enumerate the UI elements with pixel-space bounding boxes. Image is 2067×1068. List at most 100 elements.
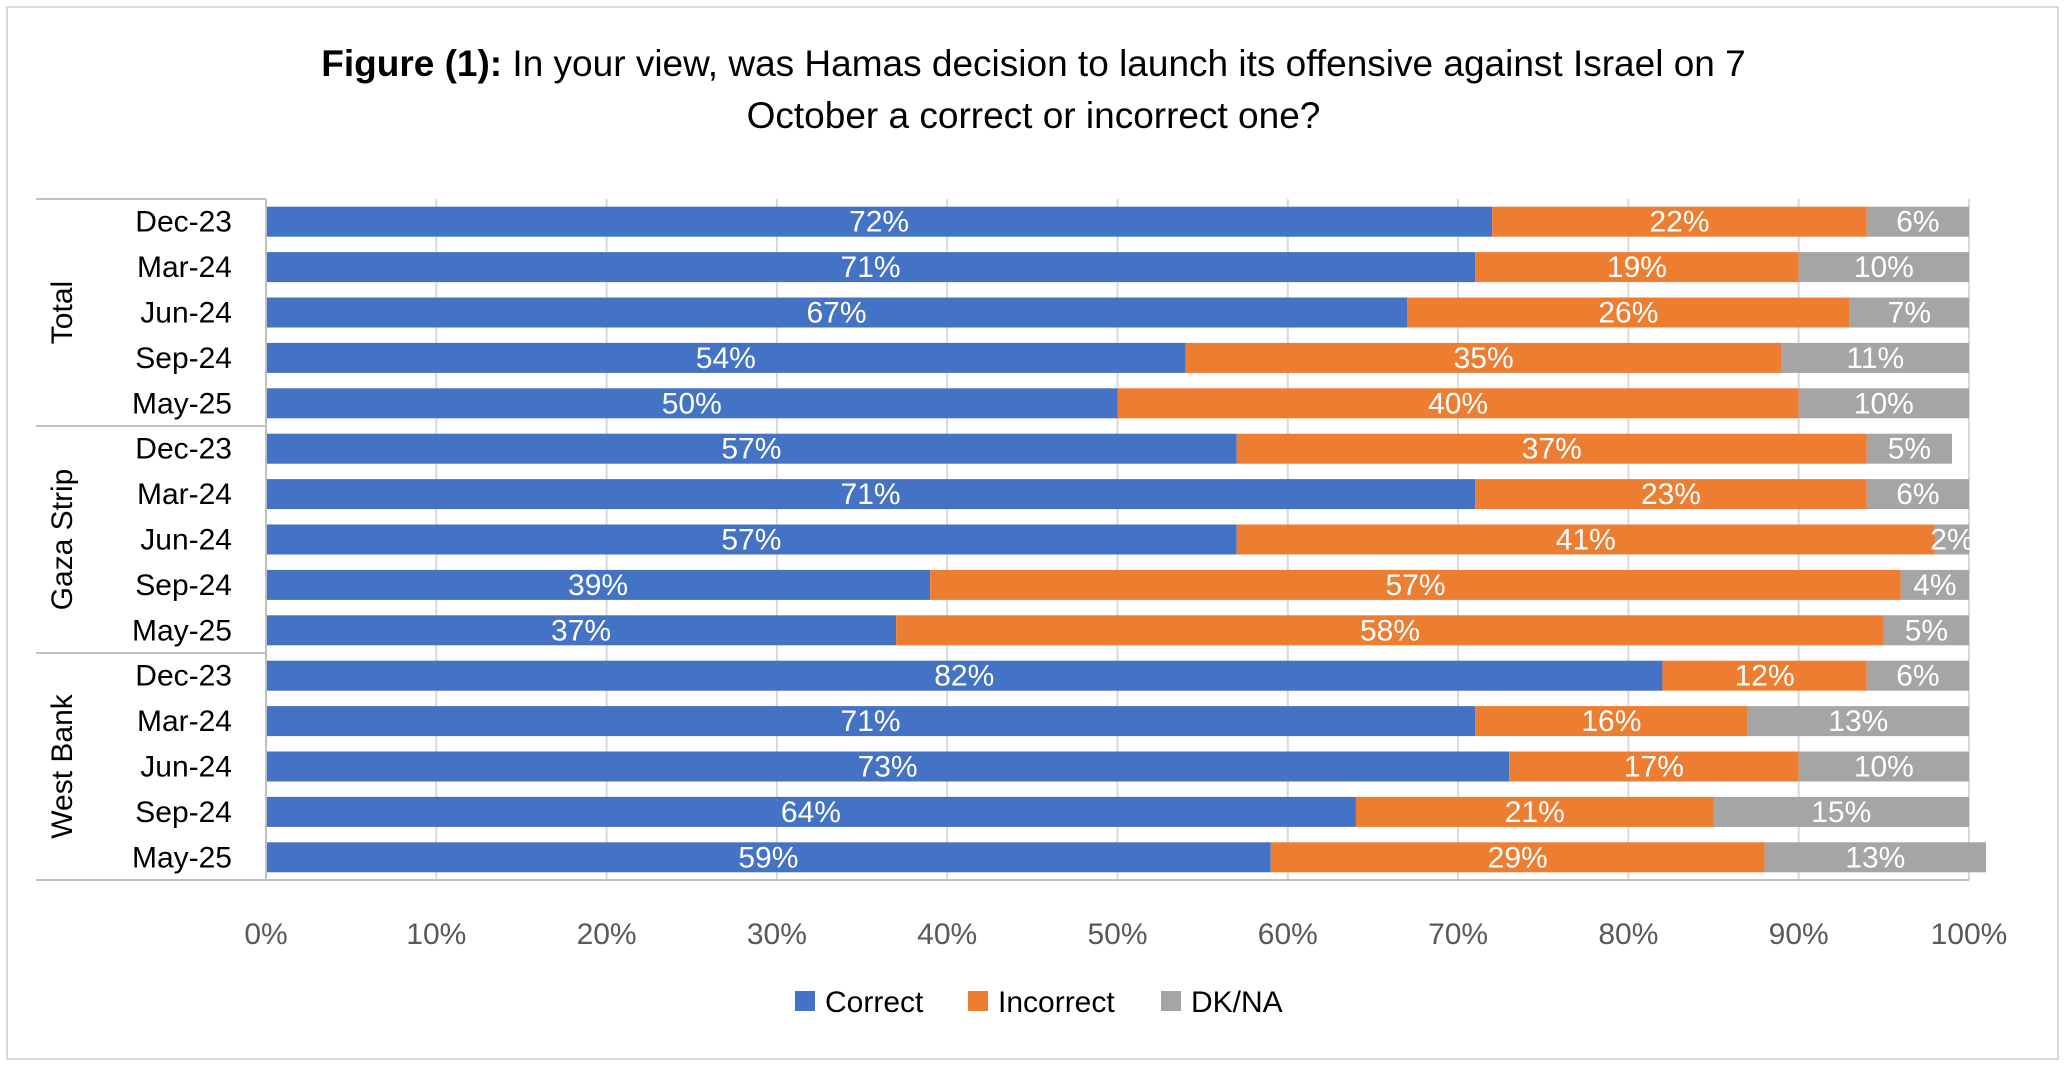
bar-segment-dkna xyxy=(1764,842,1987,873)
bar-segment-correct xyxy=(266,388,1118,419)
x-tick-label-2: 20% xyxy=(577,918,637,951)
data-label: 71% xyxy=(841,251,901,284)
bar-segment-incorrect xyxy=(1407,297,1850,328)
data-label: 71% xyxy=(841,705,901,738)
bar-segment-correct xyxy=(266,252,1476,283)
group-label: Total xyxy=(46,281,79,344)
x-tick-label-7: 70% xyxy=(1428,918,1488,951)
bar-segment-incorrect xyxy=(1355,796,1714,827)
data-label: 10% xyxy=(1854,751,1914,784)
bar-segment-incorrect xyxy=(1475,479,1867,510)
data-label: 71% xyxy=(841,478,901,511)
data-label: 67% xyxy=(806,297,866,330)
category-label: May-25 xyxy=(132,614,232,647)
category-label: Mar-24 xyxy=(137,478,232,511)
bar-segment-dkna xyxy=(1781,342,1969,373)
data-label: 54% xyxy=(696,342,756,375)
data-label: 57% xyxy=(721,524,781,557)
data-label: 22% xyxy=(1649,206,1709,239)
bar-segment-correct xyxy=(266,297,1408,328)
bar-segment-correct xyxy=(266,706,1476,737)
data-label: 40% xyxy=(1428,387,1488,420)
category-label: Dec-23 xyxy=(135,433,232,466)
legend-label: Incorrect xyxy=(998,986,1115,1019)
data-label: 59% xyxy=(738,841,798,874)
x-tick-label-6: 60% xyxy=(1258,918,1318,951)
bar-segment-correct xyxy=(266,660,1663,691)
x-tick-label-5: 50% xyxy=(1087,918,1147,951)
bar-segment-incorrect xyxy=(1236,433,1867,464)
category-label: Mar-24 xyxy=(137,705,232,738)
bar-segment-dkna xyxy=(1798,388,1969,419)
bar-segment-correct xyxy=(266,796,1356,827)
legend-label: DK/NA xyxy=(1191,986,1283,1019)
x-tick-label-1: 10% xyxy=(406,918,466,951)
data-label: 23% xyxy=(1641,478,1701,511)
bar-segment-dkna xyxy=(1934,524,1969,555)
category-label: Mar-24 xyxy=(137,251,232,284)
bar-segment-incorrect xyxy=(1117,388,1799,419)
bar-segment-dkna xyxy=(1883,615,1969,646)
data-label: 4% xyxy=(1913,569,1956,602)
bar-segment-incorrect xyxy=(930,569,1901,600)
data-label: 19% xyxy=(1607,251,1667,284)
data-label: 5% xyxy=(1905,614,1948,647)
x-tick-label-8: 80% xyxy=(1598,918,1658,951)
data-label: 37% xyxy=(1522,433,1582,466)
title-line-2: October a correct or incorrect one? xyxy=(746,95,1321,136)
bar-segment-correct xyxy=(266,342,1186,373)
data-label: 35% xyxy=(1454,342,1514,375)
data-label: 26% xyxy=(1598,297,1658,330)
data-label: 73% xyxy=(858,751,918,784)
bar-segment-correct xyxy=(266,524,1237,555)
data-label: 57% xyxy=(721,433,781,466)
data-label: 21% xyxy=(1505,796,1565,829)
data-label: 5% xyxy=(1888,433,1931,466)
bar-segment-incorrect xyxy=(1492,206,1867,237)
data-label: 64% xyxy=(781,796,841,829)
bar-segment-incorrect xyxy=(1662,660,1867,691)
data-label: 10% xyxy=(1854,387,1914,420)
category-label: Sep-24 xyxy=(135,569,232,602)
data-label: 41% xyxy=(1556,524,1616,557)
category-label: Jun-24 xyxy=(140,297,232,330)
data-label: 50% xyxy=(662,387,722,420)
title-line-1: In your view, was Hamas decision to laun… xyxy=(502,43,1746,84)
bar-segment-dkna xyxy=(1866,479,1969,510)
data-label: 6% xyxy=(1896,206,1939,239)
data-label: 6% xyxy=(1896,478,1939,511)
bar-segment-correct xyxy=(266,569,931,600)
bar-segment-correct xyxy=(266,615,897,646)
legend-swatch-incorrect xyxy=(968,991,988,1011)
x-tick-label-9: 90% xyxy=(1769,918,1829,951)
chart-title: Figure (1): In your view, was Hamas deci… xyxy=(0,38,2067,142)
legend-label: Correct xyxy=(825,986,924,1019)
bar-segment-dkna xyxy=(1747,706,1969,737)
data-label: 11% xyxy=(1846,342,1904,375)
data-label: 15% xyxy=(1811,796,1871,829)
data-label: 7% xyxy=(1888,297,1931,330)
bar-segment-incorrect xyxy=(1236,524,1935,555)
x-tick-label-3: 30% xyxy=(747,918,807,951)
category-label: May-25 xyxy=(132,387,232,420)
data-label: 6% xyxy=(1896,660,1939,693)
bar-segment-correct xyxy=(266,206,1493,237)
legend-swatch-correct xyxy=(795,991,815,1011)
category-label: Sep-24 xyxy=(135,342,232,375)
data-label: 10% xyxy=(1854,251,1914,284)
data-label: 12% xyxy=(1735,660,1795,693)
legend-swatch-dkna xyxy=(1161,991,1181,1011)
group-label: Gaza Strip xyxy=(46,469,79,611)
data-label: 29% xyxy=(1488,841,1548,874)
category-label: Jun-24 xyxy=(140,524,232,557)
x-tick-label-0: 0% xyxy=(244,918,287,951)
data-label: 58% xyxy=(1360,614,1420,647)
bar-segment-dkna xyxy=(1866,433,1952,464)
bar-segment-dkna xyxy=(1866,660,1969,691)
title-figure-label: Figure (1): xyxy=(321,43,503,84)
data-label: 17% xyxy=(1624,751,1684,784)
group-label: West Bank xyxy=(46,693,79,839)
data-label: 16% xyxy=(1581,705,1641,738)
data-label: 2% xyxy=(1930,524,1973,557)
